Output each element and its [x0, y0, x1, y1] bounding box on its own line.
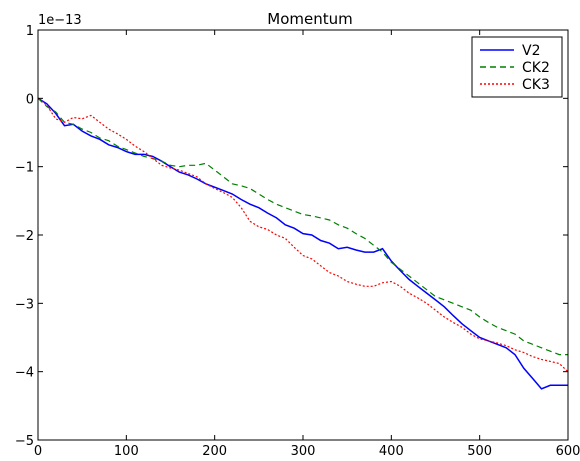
- y-tick-label: 1: [26, 24, 34, 39]
- series-line-ck2: [38, 97, 568, 356]
- y-tick-label: −1: [15, 161, 34, 176]
- legend-label-v2: V2: [522, 43, 540, 59]
- y-tick-label: 0: [26, 92, 34, 107]
- x-tick-label: 100: [114, 444, 139, 459]
- legend-box: [471, 36, 563, 98]
- y-tick-label: −5: [15, 434, 34, 449]
- x-tick-label: 200: [202, 444, 227, 459]
- chart-title: Momentum: [267, 10, 352, 28]
- series-line-v2: [38, 97, 568, 390]
- y-offset-label: 1e−13: [38, 13, 82, 28]
- y-tick-label: −4: [15, 366, 34, 381]
- plot-lines: [38, 97, 568, 390]
- legend-label-ck3: CK3: [522, 77, 550, 93]
- x-tick-label: 600: [556, 444, 580, 459]
- x-tick-label: 400: [379, 444, 404, 459]
- x-tick-label: 300: [291, 444, 316, 459]
- axis-ticks: 0 100 200 300 400 500 600 −5 −4 −3 −2 −1 0 1: [15, 24, 580, 459]
- legend-label-ck2: CK2: [522, 60, 550, 76]
- x-tick-label: 0: [34, 444, 42, 459]
- x-tick-label: 500: [467, 444, 492, 459]
- y-tick-label: −3: [15, 297, 34, 312]
- series-line-ck3: [38, 97, 568, 373]
- y-tick-label: −2: [15, 229, 34, 244]
